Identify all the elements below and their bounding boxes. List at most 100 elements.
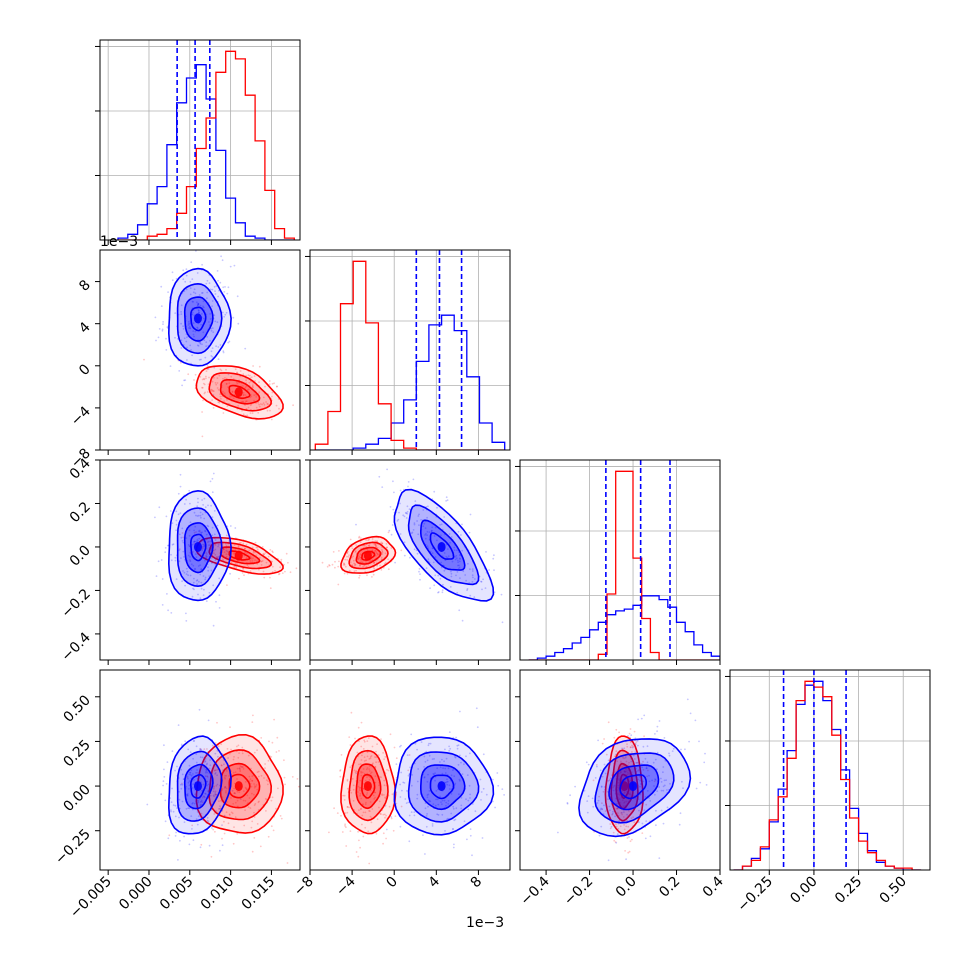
density-peak [234, 387, 243, 398]
sample-point [452, 769, 454, 771]
sample-point [199, 749, 201, 751]
panel-content [328, 707, 510, 865]
sample-point [191, 824, 194, 827]
sample-point [465, 798, 467, 801]
sample-point [623, 802, 625, 804]
sample-point [439, 761, 441, 763]
blue-histogram [528, 595, 720, 660]
sample-point [458, 560, 461, 563]
sample-point [466, 589, 468, 591]
sample-point [191, 311, 194, 314]
sample-point [214, 793, 217, 796]
sample-point [284, 783, 286, 786]
sample-point [485, 551, 487, 553]
sample-point [643, 714, 646, 717]
sample-point [623, 824, 625, 826]
sample-point [621, 766, 624, 768]
sample-point [436, 506, 438, 509]
sample-point [238, 767, 241, 770]
sample-point [250, 395, 253, 398]
sample-point [187, 327, 190, 329]
sample-point [158, 506, 161, 509]
contour-line [393, 736, 495, 836]
sample-point [197, 302, 200, 305]
sample-point [413, 523, 416, 526]
diag-panel-2 [305, 249, 511, 455]
sample-point [400, 744, 402, 747]
sample-point [158, 328, 161, 330]
sample-point [368, 768, 371, 770]
sample-point [251, 559, 254, 562]
sample-point [681, 780, 683, 783]
sample-point [171, 522, 174, 524]
sample-point [358, 576, 360, 579]
panel-frame [99, 669, 301, 871]
sample-point [501, 788, 504, 790]
panel-4-3 [515, 669, 721, 875]
sample-point [247, 806, 250, 808]
sample-point [200, 568, 203, 571]
sample-point [194, 373, 197, 376]
contour-line [340, 735, 397, 835]
contour-line [355, 546, 382, 565]
sample-point [228, 752, 231, 755]
sample-point [224, 785, 227, 788]
sample-point [367, 830, 370, 833]
sample-point [434, 526, 437, 529]
sample-point [203, 795, 206, 798]
sample-point [163, 744, 165, 747]
sample-point [270, 418, 273, 421]
sample-point [175, 519, 178, 522]
sample-point [460, 534, 462, 536]
sample-point [361, 561, 364, 564]
sample-point [193, 779, 195, 781]
sample-point [633, 794, 635, 797]
sample-point [215, 785, 218, 787]
sample-point [368, 538, 370, 541]
sample-point [343, 563, 346, 565]
sample-point [395, 763, 398, 766]
sample-point [482, 787, 485, 790]
sample-point [429, 800, 432, 803]
sample-point [253, 375, 256, 377]
sample-point [583, 789, 586, 792]
sample-point [214, 548, 217, 551]
sample-point [197, 815, 200, 818]
sample-point [406, 505, 409, 508]
y-tick-label: 0.50 [60, 692, 93, 725]
sample-point [374, 540, 377, 542]
sample-point [236, 799, 239, 802]
sample-point [447, 555, 450, 558]
sample-point [375, 756, 378, 759]
sample-point [182, 541, 185, 544]
sample-point [424, 853, 426, 855]
sample-point [204, 775, 207, 778]
sample-point [232, 552, 235, 554]
sample-point [349, 538, 352, 541]
sample-point [212, 390, 215, 393]
sample-point [623, 791, 626, 794]
sample-point [239, 798, 242, 800]
sample-point [203, 796, 206, 799]
sample-point [646, 775, 648, 778]
sample-point [457, 561, 459, 564]
sample-point [346, 778, 349, 781]
sample-point [628, 772, 631, 775]
sample-point [496, 772, 499, 774]
sample-point [181, 527, 184, 530]
sample-point [354, 551, 357, 553]
sample-point [408, 840, 411, 843]
sample-point [695, 787, 698, 790]
sample-point [359, 556, 361, 559]
sample-point [595, 764, 598, 766]
sample-point [603, 804, 605, 807]
sample-point [649, 800, 652, 802]
sample-point [203, 392, 206, 395]
sample-point [354, 737, 356, 740]
sample-point [440, 801, 442, 803]
sample-point [161, 328, 164, 331]
sample-point [182, 269, 185, 272]
sample-point [169, 510, 172, 512]
sample-point [362, 748, 365, 750]
sample-point [469, 513, 472, 516]
